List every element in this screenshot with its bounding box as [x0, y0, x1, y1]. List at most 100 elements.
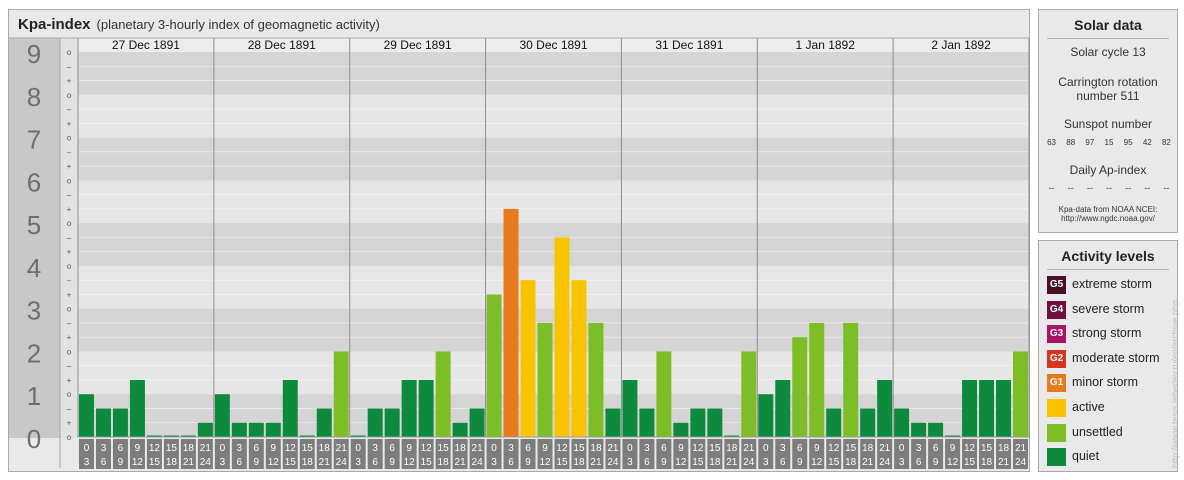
kp-bar	[979, 379, 995, 437]
kp-bar	[605, 408, 621, 437]
y-minor-label: +	[67, 376, 72, 385]
hour-end-label: 9	[254, 457, 260, 468]
y-minor-label: o	[67, 219, 72, 228]
ap-value: --	[1144, 183, 1151, 193]
chart-subtitle: (planetary 3-hourly index of geomagnetic…	[96, 17, 380, 32]
hour-end-label: 6	[508, 457, 514, 468]
hour-box	[486, 439, 502, 469]
solar-data-title: Solar data	[1074, 17, 1142, 33]
kp-bar	[248, 422, 264, 437]
kp-bar	[962, 379, 978, 437]
hour-box	[979, 439, 995, 469]
hour-end-label: 9	[797, 457, 803, 468]
hour-box	[996, 439, 1012, 469]
kp-bar	[843, 322, 859, 437]
hour-start-label: 12	[421, 443, 433, 454]
hour-end-label: 12	[404, 457, 416, 468]
hour-end-label: 6	[372, 457, 378, 468]
hour-box	[758, 439, 774, 469]
hour-start-label: 3	[101, 443, 107, 454]
hour-box	[843, 439, 859, 469]
divider	[1047, 38, 1169, 39]
hour-end-label: 24	[607, 457, 619, 468]
hour-start-label: 15	[166, 443, 178, 454]
hour-box	[826, 439, 842, 469]
kp-bar	[571, 280, 587, 437]
hour-start-label: 21	[472, 443, 484, 454]
hour-end-label: 15	[285, 457, 297, 468]
legend-swatch: G3	[1047, 325, 1066, 344]
date-header-band	[78, 38, 1029, 52]
kp-bar	[214, 394, 230, 437]
hour-box	[282, 439, 298, 469]
hour-box	[316, 439, 332, 469]
hour-box	[299, 439, 315, 469]
hour-start-label: 21	[1015, 443, 1027, 454]
kp-bar	[469, 408, 485, 437]
hour-start-label: 21	[743, 443, 755, 454]
grid-band	[78, 351, 1029, 395]
hour-start-label: 18	[726, 443, 738, 454]
hour-start-label: 18	[183, 443, 195, 454]
kp-bar	[401, 379, 417, 437]
hour-end-label: 21	[455, 457, 467, 468]
legend-label: moderate storm	[1072, 350, 1160, 365]
hour-box	[1013, 439, 1028, 469]
hour-end-label: 9	[525, 457, 531, 468]
hour-box	[707, 439, 723, 469]
hour-end-label: 18	[573, 457, 585, 468]
hour-start-label: 15	[302, 443, 314, 454]
legend-swatch: G5	[1047, 276, 1066, 294]
hour-end-label: 15	[964, 457, 976, 468]
hour-start-label: 3	[237, 443, 243, 454]
y-tick-label: 9	[27, 39, 41, 69]
hour-end-label: 24	[336, 457, 348, 468]
y-tick-label: 5	[27, 210, 41, 240]
hour-start-label: 0	[84, 443, 90, 454]
hour-box	[265, 439, 281, 469]
y-axis-band	[9, 38, 60, 438]
y-minor-label: –	[67, 276, 72, 285]
y-minor-label: –	[67, 62, 72, 71]
hour-end-label: 3	[763, 457, 769, 468]
hour-start-label: 0	[899, 443, 905, 454]
hour-box	[673, 439, 689, 469]
hour-end-label: 6	[237, 457, 243, 468]
kp-bar	[690, 408, 706, 437]
y-tick-label: 6	[27, 167, 41, 197]
hour-box	[214, 439, 230, 469]
y-minor-label: –	[67, 404, 72, 413]
hour-start-label: 18	[319, 443, 331, 454]
hour-start-label: 21	[200, 443, 212, 454]
hour-box	[95, 439, 111, 469]
grid-band	[78, 308, 1029, 352]
hour-box	[809, 439, 825, 469]
y-minor-label: –	[67, 191, 72, 200]
kp-bar	[520, 280, 536, 437]
kp-bar	[809, 322, 825, 437]
y-minor-label: –	[67, 233, 72, 242]
hour-box	[112, 439, 128, 469]
hour-start-label: 15	[845, 443, 857, 454]
legend-label: severe storm	[1072, 301, 1145, 316]
hour-end-label: 3	[491, 457, 497, 468]
hour-end-label: 12	[132, 457, 144, 468]
source-line-2: http://www.ngdc.noaa.gov/	[1061, 214, 1155, 223]
hour-end-label: 12	[675, 457, 687, 468]
day-label: 27 Dec 1891	[112, 38, 180, 52]
hour-end-label: 21	[590, 457, 602, 468]
hour-start-label: 6	[797, 443, 803, 454]
hour-end-label: 18	[709, 457, 721, 468]
hour-start-label: 6	[525, 443, 531, 454]
hour-start-label: 9	[406, 443, 412, 454]
hour-end-label: 24	[200, 457, 212, 468]
hour-end-label: 21	[862, 457, 874, 468]
y-tick-label: 0	[27, 424, 41, 454]
hour-end-label: 21	[726, 457, 738, 468]
kp-bar	[197, 422, 213, 437]
hour-box	[401, 439, 417, 469]
hour-start-label: 0	[763, 443, 769, 454]
hour-start-label: 18	[455, 443, 467, 454]
legend-swatch: G4	[1047, 300, 1066, 319]
hour-box	[79, 439, 94, 469]
